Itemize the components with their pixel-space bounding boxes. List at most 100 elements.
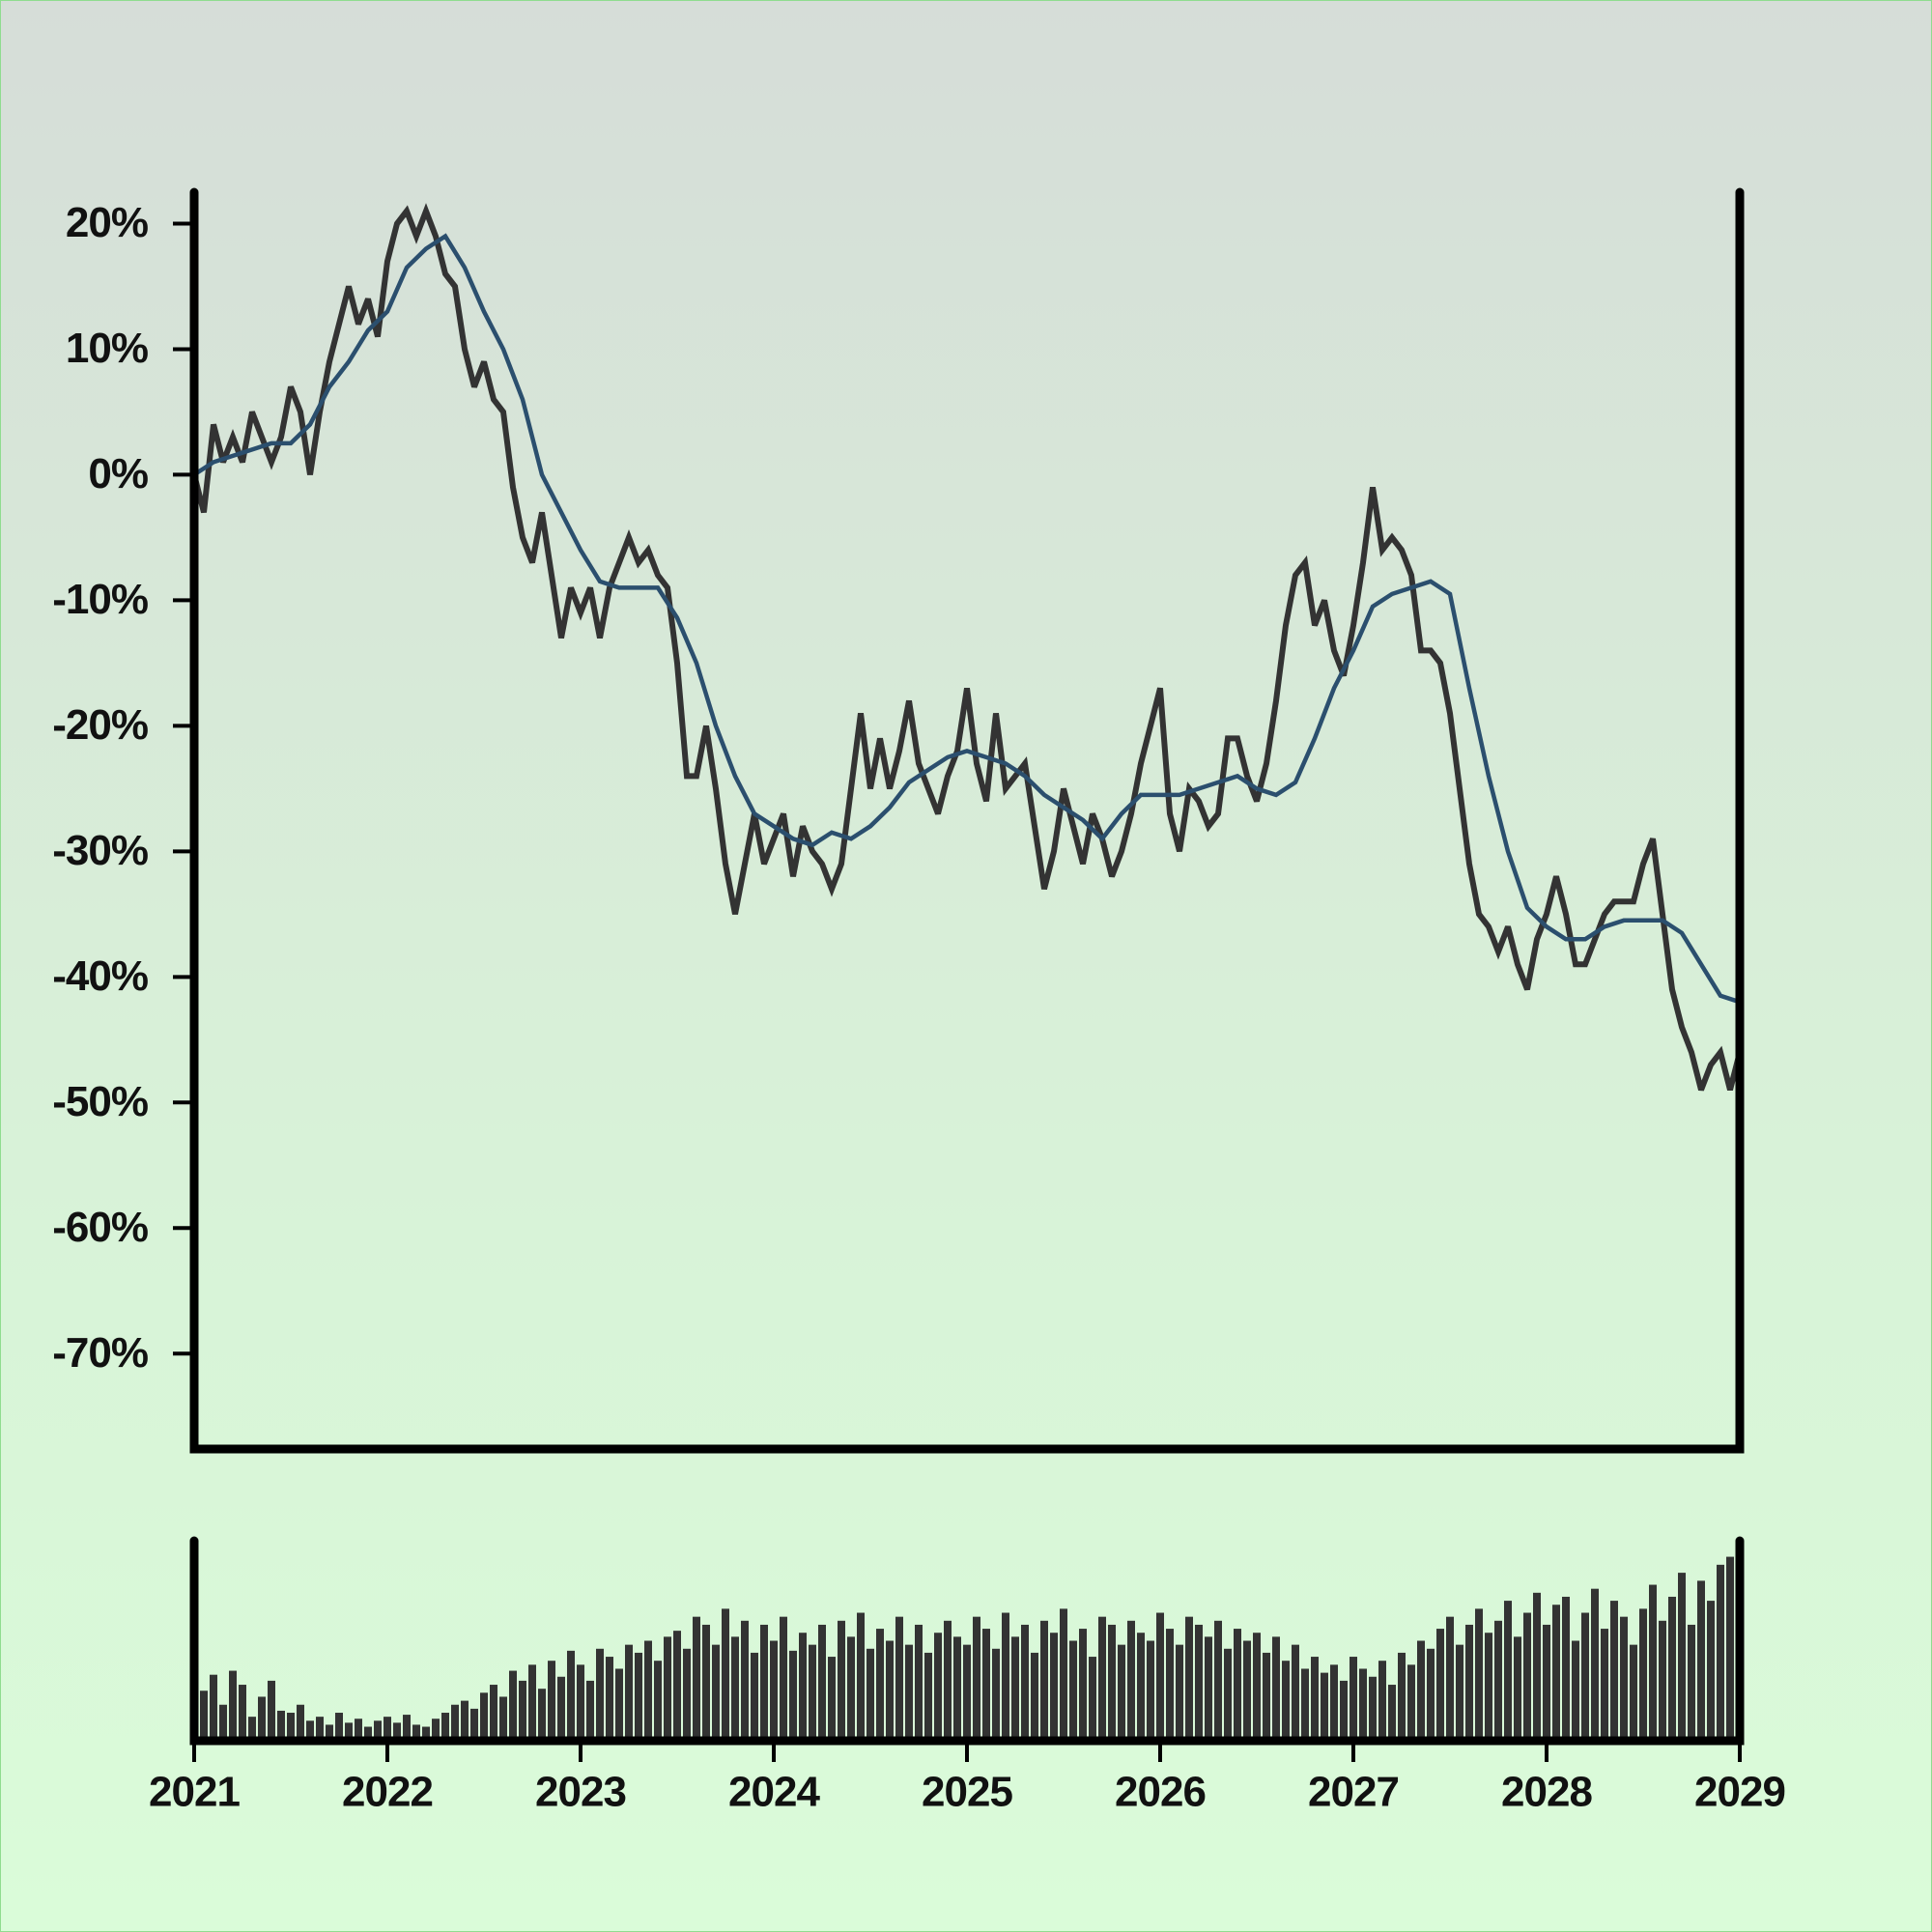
volume-bar	[1350, 1657, 1357, 1741]
volume-bar	[1562, 1596, 1570, 1741]
volume-bar	[1263, 1652, 1270, 1741]
volume-bar	[1137, 1633, 1145, 1741]
axis-frame	[189, 187, 1745, 1454]
volume-bar	[528, 1664, 536, 1741]
volume-bar	[924, 1652, 932, 1741]
volume-bar	[1253, 1633, 1261, 1741]
volume-bar	[316, 1717, 324, 1741]
volume-bar	[258, 1696, 266, 1741]
volume-bar	[770, 1640, 778, 1741]
x-tick-label: 2023	[535, 1769, 626, 1816]
volume-bar	[1185, 1616, 1193, 1741]
volume-bar	[1572, 1640, 1579, 1741]
volume-bar	[1436, 1629, 1444, 1741]
y-tick-label: -40%	[52, 952, 148, 1000]
volume-bar	[1581, 1612, 1589, 1741]
volume-bar	[1659, 1620, 1666, 1741]
volume-bar	[219, 1704, 227, 1741]
volume-bar	[818, 1624, 826, 1741]
series-line	[192, 233, 1741, 1005]
volume-bar	[461, 1700, 469, 1741]
volume-bar	[306, 1720, 314, 1741]
volume-bar	[1011, 1636, 1019, 1741]
volume-bar	[751, 1652, 758, 1741]
volume-bar	[567, 1650, 575, 1741]
volume-bar	[1533, 1592, 1541, 1741]
volume-bar	[722, 1608, 729, 1741]
volume-bar	[654, 1661, 662, 1741]
y-tick-label: -70%	[52, 1329, 148, 1377]
x-tick-label: 2025	[922, 1769, 1012, 1816]
volume-bar	[1552, 1605, 1560, 1741]
volume-bar	[1494, 1620, 1502, 1741]
volume-bar	[1485, 1633, 1492, 1741]
volume-bar	[1369, 1676, 1377, 1741]
volume-bar	[1330, 1664, 1338, 1741]
volume-bar	[412, 1724, 420, 1741]
volume-bar	[1378, 1661, 1386, 1741]
volume-bar	[741, 1620, 749, 1741]
volume-bar	[992, 1648, 1000, 1741]
volume-bar	[364, 1726, 372, 1741]
volume-bar	[915, 1624, 923, 1741]
volume-bar	[1205, 1636, 1212, 1741]
volume-bar	[1040, 1620, 1048, 1741]
volume-bar	[1069, 1640, 1077, 1741]
volume-bar	[905, 1644, 913, 1741]
volume-bar	[1118, 1644, 1125, 1741]
volume-bar	[499, 1696, 507, 1741]
volume-bar	[1688, 1624, 1695, 1741]
volume-bar	[538, 1689, 546, 1741]
volume-bar	[963, 1644, 971, 1741]
volume-bar	[1108, 1624, 1116, 1741]
volume-bar	[944, 1620, 952, 1741]
volume-bar	[1214, 1620, 1222, 1741]
volume-bar	[509, 1670, 517, 1741]
volume-bar	[702, 1624, 710, 1741]
volume-bar	[1359, 1668, 1367, 1741]
volume-bar	[1050, 1633, 1058, 1741]
volume-bar	[780, 1616, 787, 1741]
volume-bar	[374, 1720, 382, 1741]
x-tick-label: 2024	[728, 1769, 820, 1816]
y-tick-label: -50%	[52, 1078, 148, 1125]
volume-bar	[1243, 1640, 1251, 1741]
volume-bar	[586, 1680, 594, 1741]
volume-bar	[577, 1664, 584, 1741]
volume-bar	[693, 1616, 700, 1741]
volume-bar	[326, 1724, 333, 1741]
volume-bar	[664, 1636, 671, 1741]
x-tick-label: 2026	[1115, 1769, 1206, 1816]
volume-bar	[1166, 1629, 1174, 1741]
volume-bar	[847, 1636, 855, 1741]
y-tick-label: -30%	[52, 827, 148, 874]
volume-bar	[1292, 1644, 1299, 1741]
volume-bar	[1079, 1629, 1087, 1741]
volume-bar	[683, 1648, 691, 1741]
volume-bar	[1282, 1661, 1290, 1741]
volume-bar	[297, 1704, 304, 1741]
volume-bar	[470, 1708, 478, 1741]
volume-bar	[335, 1713, 343, 1741]
volume-bar	[1321, 1672, 1328, 1741]
volume-bar	[596, 1648, 604, 1741]
volume-bar	[393, 1722, 401, 1741]
y-tick-label: 20%	[66, 199, 148, 246]
volume-bar	[789, 1650, 797, 1741]
volume-bar	[1475, 1608, 1483, 1741]
volume-bar	[432, 1719, 440, 1741]
volume-bar	[1726, 1556, 1734, 1741]
x-tick-label: 2027	[1308, 1769, 1399, 1816]
volume-bar	[1060, 1608, 1067, 1741]
volume-bar	[760, 1624, 768, 1741]
volume-bar	[1543, 1624, 1550, 1741]
volume-bar	[1446, 1616, 1454, 1741]
volume-bar	[1678, 1573, 1686, 1741]
volume-bar	[1591, 1588, 1599, 1741]
x-tick-label: 2021	[149, 1769, 240, 1816]
volume-bar	[838, 1620, 845, 1741]
volume-bar	[1340, 1680, 1348, 1741]
volume-bar	[287, 1713, 295, 1741]
x-tick-label: 2028	[1501, 1769, 1592, 1816]
